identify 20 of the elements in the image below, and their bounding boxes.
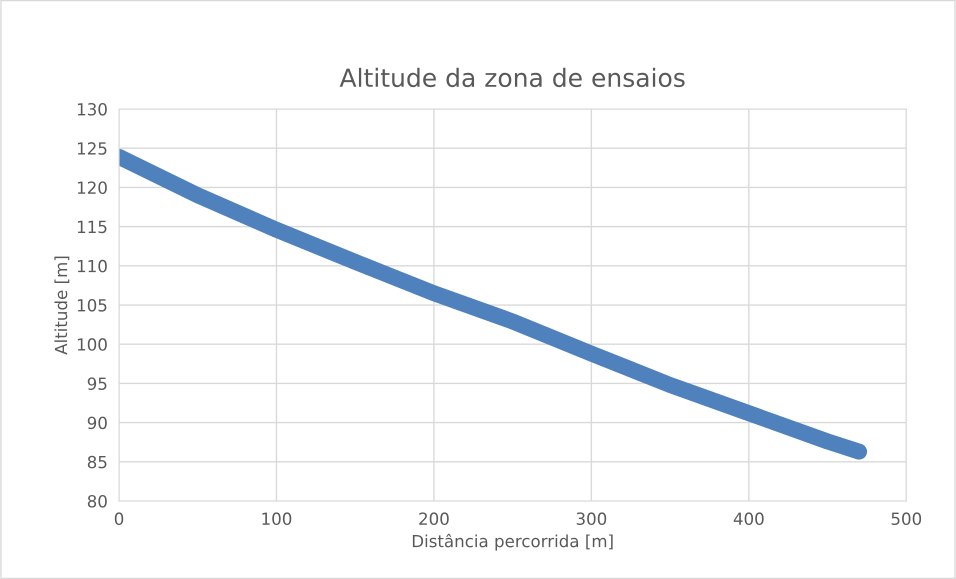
y-axis-title: Altitude [m]	[54, 256, 70, 355]
y-tick-label: 100	[78, 338, 107, 351]
x-tick-label: 500	[892, 512, 922, 526]
y-tick-label: 120	[78, 181, 107, 194]
y-tick-label: 115	[78, 220, 106, 234]
x-tick-label: 0	[114, 512, 124, 526]
y-tick-label: 125	[78, 142, 106, 155]
y-tick-label: 80	[88, 494, 107, 508]
y-tick-label: 95	[88, 377, 106, 390]
y-tick-label: 130	[78, 102, 107, 116]
x-tick-label: 400	[734, 512, 764, 526]
y-tick-label: 105	[78, 298, 106, 312]
y-tick-label: 90	[88, 416, 107, 430]
x-tick-label: 100	[262, 512, 292, 526]
y-tick-label: 110	[78, 260, 107, 272]
x-tick-label: 300	[576, 512, 606, 526]
chart-title: Altitude da zona de ensaios	[340, 68, 685, 88]
x-axis-title: Distância percorrida [m]	[412, 534, 613, 551]
x-tick-label: 200	[419, 512, 449, 526]
y-tick-label: 85	[88, 456, 106, 468]
